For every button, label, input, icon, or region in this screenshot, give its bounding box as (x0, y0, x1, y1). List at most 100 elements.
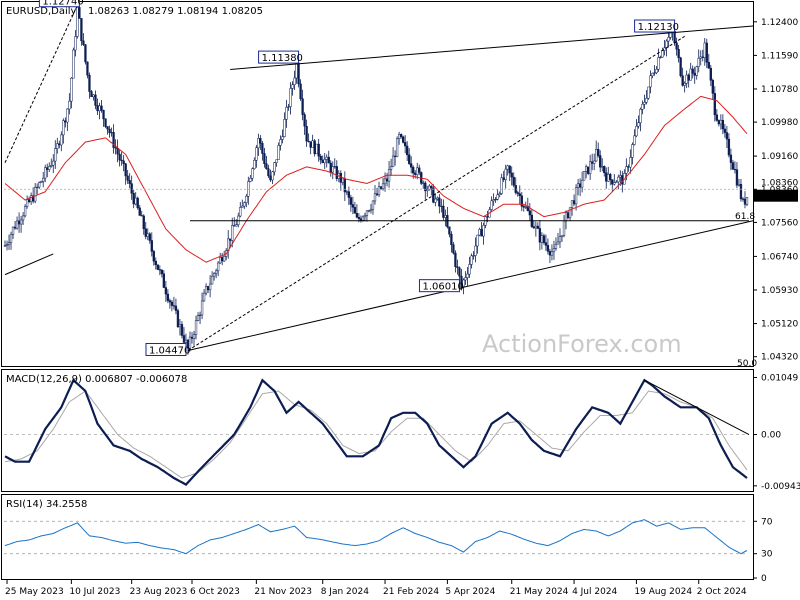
candle-body (84, 44, 87, 63)
candle-body (36, 186, 39, 188)
rsi-tick-label: 30 (761, 550, 773, 560)
candle-body (52, 160, 55, 166)
candle-body (418, 167, 421, 173)
candle-body (60, 134, 63, 146)
candle-body (106, 126, 109, 130)
candle-body (458, 267, 461, 277)
candle-body (44, 167, 47, 179)
candle-body (504, 168, 507, 180)
date-tick-label: 19 Aug 2024 (634, 587, 692, 597)
candle-body (369, 208, 373, 211)
date-tick-label: 25 May 2023 (5, 587, 64, 597)
candle-body (152, 251, 155, 262)
candle-body (655, 68, 658, 74)
candle-body (19, 219, 23, 225)
candle-body (277, 145, 280, 160)
candle-body (62, 120, 65, 136)
candle-body (140, 215, 143, 217)
macd-signal-line (4, 390, 748, 479)
candle-body (329, 162, 332, 173)
candle-body (424, 182, 427, 192)
candle-body (3, 245, 7, 247)
candle-body (456, 266, 459, 269)
candle-body (631, 144, 634, 158)
candle-body (715, 114, 718, 121)
candle-body (194, 320, 198, 335)
candle-body (34, 187, 37, 202)
candle-body (72, 49, 75, 79)
candle-body (219, 257, 222, 264)
candle-body (393, 155, 397, 157)
level-box (38, 0, 80, 8)
price-tick-label: 1.11590 (761, 51, 798, 61)
price-tick-label: 1.06740 (761, 252, 798, 262)
candle-body (267, 168, 270, 177)
candle-body (122, 160, 125, 164)
candle-body (494, 198, 497, 201)
candle-body (375, 193, 379, 196)
candle-body (208, 283, 212, 291)
candle-body (385, 178, 389, 182)
candle-body (301, 98, 304, 115)
candle-body (184, 339, 188, 343)
candle-body (355, 213, 359, 218)
candle-body (82, 40, 85, 45)
candle-body (359, 218, 363, 221)
rsi-title: RSI(14) 34.2558 (6, 499, 87, 510)
candle-body (548, 251, 552, 256)
price-tick-label: 1.07560 (761, 218, 798, 228)
date-tick-label: 23 Aug 2023 (130, 587, 188, 597)
candle-body (621, 175, 624, 185)
candle-body (743, 198, 747, 205)
candle-body (438, 197, 441, 207)
level-value: 1.04470 (149, 345, 190, 356)
candle-body (516, 192, 519, 194)
candle-body (198, 314, 202, 316)
price-tick-label: 1.09160 (761, 152, 798, 162)
candle-body (613, 182, 616, 185)
candle-body (100, 105, 103, 111)
candle-body (126, 175, 129, 181)
candle-body (239, 207, 242, 217)
candle-body (625, 166, 628, 174)
candle-body (283, 119, 286, 137)
rsi-line (4, 519, 748, 555)
candle-body (593, 160, 596, 164)
candle-body (58, 143, 61, 146)
candle-body (182, 335, 186, 343)
candle-body (472, 255, 475, 257)
candle-body (601, 166, 604, 168)
candle-body (170, 301, 174, 306)
candle-body (647, 86, 650, 99)
candle-body (422, 182, 425, 184)
candle-body (11, 226, 15, 235)
candle-body (118, 153, 121, 161)
candle-body (570, 200, 574, 208)
candle-body (542, 235, 546, 243)
candle-body (482, 225, 485, 237)
candle-body (104, 118, 107, 127)
candle-body (444, 215, 447, 218)
candle-body (190, 336, 194, 339)
candle-body (599, 155, 602, 168)
candle-body (217, 262, 220, 272)
last-price-tag-bg (754, 189, 798, 202)
candle-body (508, 165, 511, 174)
candle-body (721, 119, 725, 130)
candle-body (538, 228, 542, 243)
candle-body (70, 77, 73, 102)
price-tick-label: 1.12400 (761, 18, 798, 28)
candle-body (339, 173, 342, 183)
candle-body (132, 193, 135, 205)
candle-body (448, 226, 451, 235)
candle-body (307, 140, 310, 142)
candle-body (142, 215, 145, 230)
candle-body (528, 210, 531, 216)
candle-body (166, 293, 170, 301)
candle-body (397, 134, 401, 140)
level-value: 1.11380 (262, 53, 303, 64)
price-tick-label: 1.05120 (761, 320, 798, 330)
candle-body (675, 42, 678, 50)
candle-body (255, 147, 258, 161)
